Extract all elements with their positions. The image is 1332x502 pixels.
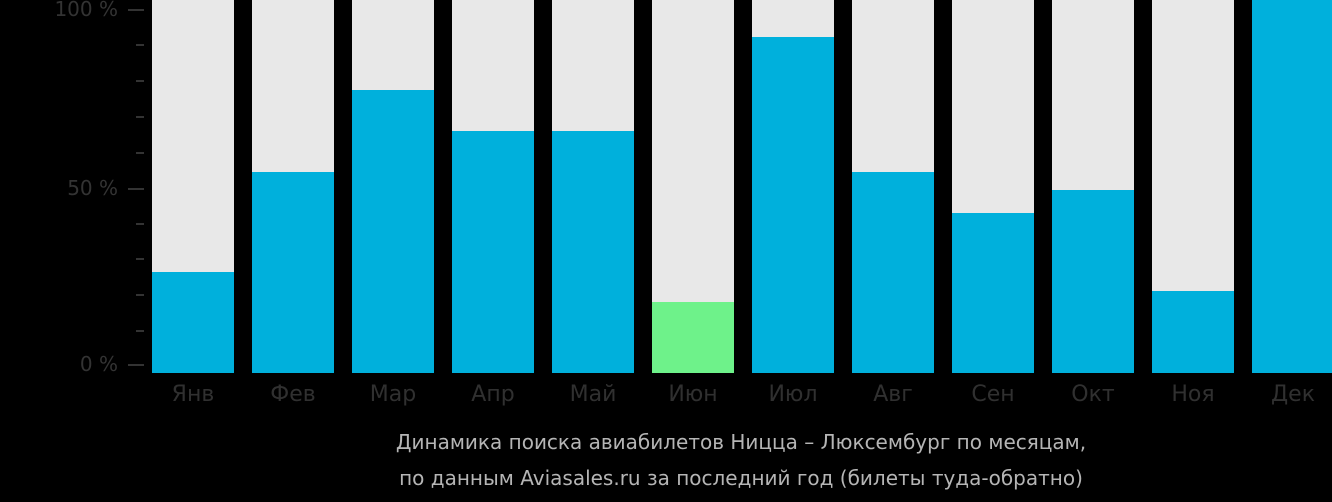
bar-Апр bbox=[452, 0, 534, 373]
bar-Фев bbox=[252, 0, 334, 373]
y-minor-tick bbox=[136, 152, 144, 154]
bar-fill bbox=[152, 272, 234, 373]
x-tick-label: Фев bbox=[270, 382, 316, 407]
x-tick-label: Май bbox=[569, 382, 617, 407]
y-minor-tick bbox=[136, 116, 144, 118]
y-minor-tick bbox=[136, 294, 144, 296]
bar-Мар bbox=[352, 0, 434, 373]
x-tick-label: Янв bbox=[171, 382, 215, 407]
bar-Сен bbox=[952, 0, 1034, 373]
y-minor-tick bbox=[136, 258, 144, 260]
y-minor-tick bbox=[136, 44, 144, 46]
y-minor-tick bbox=[136, 80, 144, 82]
x-tick-label: Авг bbox=[873, 382, 913, 407]
y-major-tick bbox=[128, 364, 144, 366]
bar-Окт bbox=[1052, 0, 1134, 373]
bar-Июн bbox=[652, 0, 734, 373]
bar-fill bbox=[752, 37, 834, 373]
y-tick-label: 100 % bbox=[54, 0, 118, 21]
bar-Дек bbox=[1252, 0, 1332, 373]
x-tick-label: Июл bbox=[768, 382, 818, 407]
x-tick-label: Сен bbox=[971, 382, 1015, 407]
x-tick-label: Июн bbox=[668, 382, 718, 407]
bar-Ноя bbox=[1152, 0, 1234, 373]
bar-fill bbox=[1052, 190, 1134, 373]
y-tick-label: 50 % bbox=[67, 176, 118, 200]
y-tick-label: 0 % bbox=[79, 352, 118, 376]
bar-fill bbox=[1152, 291, 1234, 373]
bar-fill bbox=[552, 131, 634, 373]
y-minor-tick bbox=[136, 330, 144, 332]
x-tick-label: Мар bbox=[369, 382, 417, 407]
x-tick-label: Окт bbox=[1071, 382, 1115, 407]
bar-fill bbox=[352, 90, 434, 373]
x-tick-label: Ноя bbox=[1171, 382, 1215, 407]
bar-Май bbox=[552, 0, 634, 373]
bar-fill bbox=[252, 172, 334, 373]
x-tick-label: Дек bbox=[1270, 382, 1315, 407]
chart-subtitle: по данным Aviasales.ru за последний год … bbox=[399, 466, 1083, 490]
bar-fill bbox=[652, 302, 734, 373]
y-minor-tick bbox=[136, 223, 144, 225]
bar-Июл bbox=[752, 0, 834, 373]
y-major-tick bbox=[128, 9, 144, 11]
chart-title: Динамика поиска авиабилетов Ницца – Люкс… bbox=[395, 430, 1087, 454]
bar-Янв bbox=[152, 0, 234, 373]
y-major-tick bbox=[128, 188, 144, 190]
bar-Авг bbox=[852, 0, 934, 373]
bar-fill bbox=[952, 213, 1034, 373]
bar-fill bbox=[452, 131, 534, 373]
bar-fill bbox=[1252, 0, 1332, 373]
bar-fill bbox=[852, 172, 934, 373]
x-tick-label: Апр bbox=[471, 382, 515, 407]
